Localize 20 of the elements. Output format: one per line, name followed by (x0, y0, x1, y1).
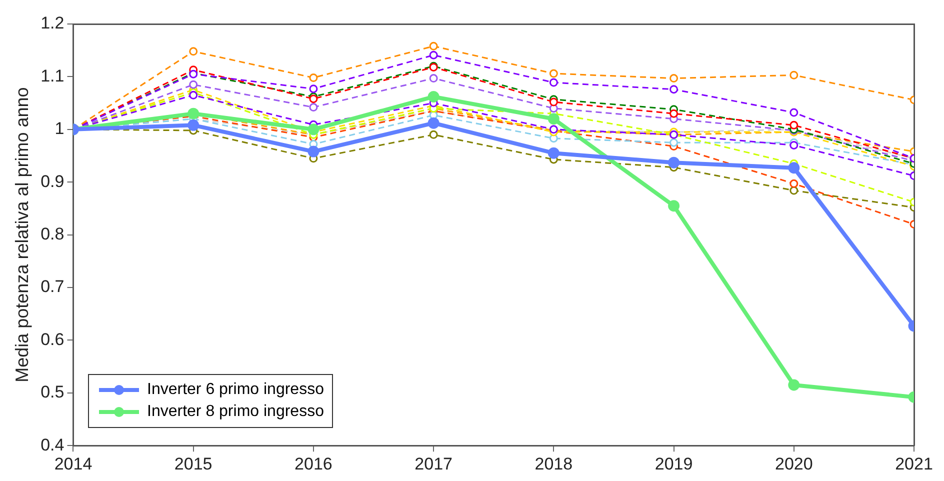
y-axis-title: Media potenza relativa al primo anno (12, 87, 32, 382)
y-tick-label: 0.8 (40, 224, 64, 244)
y-tick-label: 0.9 (40, 172, 64, 191)
x-tick-label: 2018 (534, 454, 573, 474)
x-tick-label: 2016 (294, 454, 332, 474)
y-tick-label: 1.2 (40, 14, 64, 33)
x-tick-label: 2020 (774, 454, 813, 474)
y-tick-label: 1.1 (40, 66, 64, 86)
legend-label: Inverter 6 primo ingresso (147, 380, 324, 400)
x-tick-label: 2021 (895, 454, 933, 474)
y-tick-label: 0.4 (40, 435, 64, 454)
x-tick-label: 2015 (174, 454, 212, 474)
y-tick-label: 0.7 (40, 277, 64, 296)
x-tick-label: 2019 (654, 454, 693, 474)
x-tick-label: 2014 (54, 454, 92, 474)
y-tick-label: 0.5 (40, 382, 64, 402)
legend-label: Inverter 8 primo ingresso (147, 402, 324, 422)
y-tick-label: 0.6 (40, 330, 64, 349)
y-tick-label: 1 (54, 119, 64, 138)
x-tick-label: 2017 (414, 454, 452, 474)
